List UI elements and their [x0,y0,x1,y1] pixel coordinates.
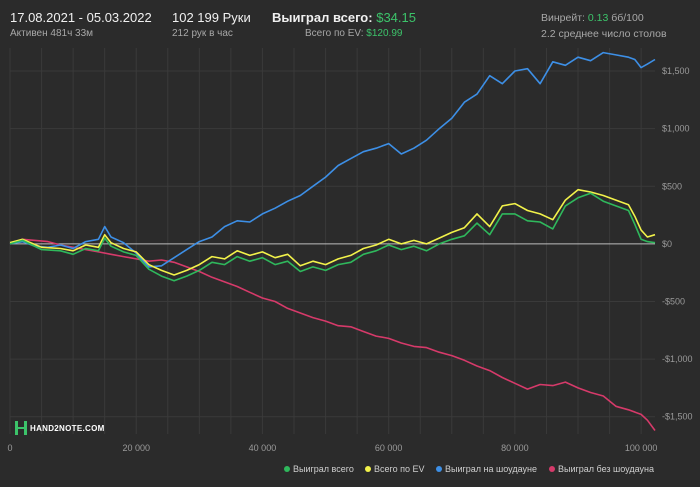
x-tick-label: 20 000 [122,443,150,453]
winrate-label: Винрейт: [541,12,585,24]
hands-count: 102 199 Руки [172,10,251,25]
hand2note-logo-icon [15,421,27,435]
date-range: 17.08.2021 - 05.03.2022 [10,10,152,25]
y-tick-label: $1,500 [662,66,690,76]
y-tick-label: -$1,000 [662,354,693,364]
legend-dot-icon [549,466,555,472]
y-tick-label: -$500 [662,296,685,306]
hands-per-hour: 212 рук в час [172,28,233,39]
series-line-ev [9,188,656,276]
active-time: Активен 481ч 33м [10,28,94,39]
profit-graph-svg: $1,500 $1,000 $500 $0 -$500 -$1,000 -$1,500 0 20… [7,48,693,453]
won-total-label: Выиграл всего: [272,10,373,25]
winrate-value: 0.13 [587,12,609,24]
winrate-unit: бб/100 [611,12,644,24]
won-total-value: $34.15 [376,10,416,25]
series-line-non-showdown [9,238,656,431]
y-tick-label: $500 [662,181,682,191]
series-line-showdown [9,51,656,268]
hand2note-logo: HAND2NOTE.COM [15,421,105,435]
legend-dot-icon [365,466,371,472]
winrate: Винрейт: 0.13 бб/100 [541,12,644,24]
legend-item-showdown[interactable]: Выиграл на шоудауне [436,464,537,474]
legend-label: Всего по EV [374,464,425,474]
hand2note-logo-text: HAND2NOTE.COM [30,424,105,433]
ev-label: Всего по EV: [305,28,364,39]
ev-total: Всего по EV: $120.99 [305,28,402,39]
legend-label: Выиграл всего [293,464,354,474]
tables-average: 2.2 среднее число столов [541,28,667,40]
y-tick-label: -$1,500 [662,412,693,422]
series-line-won-total [9,192,656,282]
x-tick-label: 80 000 [501,443,529,453]
won-total: Выиграл всего: $34.15 [272,10,416,25]
legend-item-ev[interactable]: Всего по EV [365,464,424,474]
ev-value: $120.99 [366,28,403,39]
chart-legend: Выиграл всего Всего по EV Выиграл на шоу… [0,460,700,487]
legend-dot-icon [436,466,442,472]
legend-item-won-total[interactable]: Выиграл всего [284,464,354,474]
legend-label: Выиграл на шоудауне [445,464,537,474]
legend-dot-icon [284,466,290,472]
x-tick-label: 0 [7,443,12,453]
x-tick-label: 100 000 [625,443,658,453]
summary-header: 17.08.2021 - 05.03.2022 Активен 481ч 33м… [0,0,700,44]
y-tick-label: $1,000 [662,124,690,134]
x-tick-label: 60 000 [375,443,403,453]
legend-item-non-showdown[interactable]: Выиграл без шоудауна [549,464,654,474]
y-tick-label: $0 [662,239,672,249]
legend-label: Выиграл без шоудауна [558,464,654,474]
profit-graph: $1,500 $1,000 $500 $0 -$500 -$1,000 -$1,500 0 20… [0,44,700,460]
x-tick-label: 40 000 [249,443,277,453]
